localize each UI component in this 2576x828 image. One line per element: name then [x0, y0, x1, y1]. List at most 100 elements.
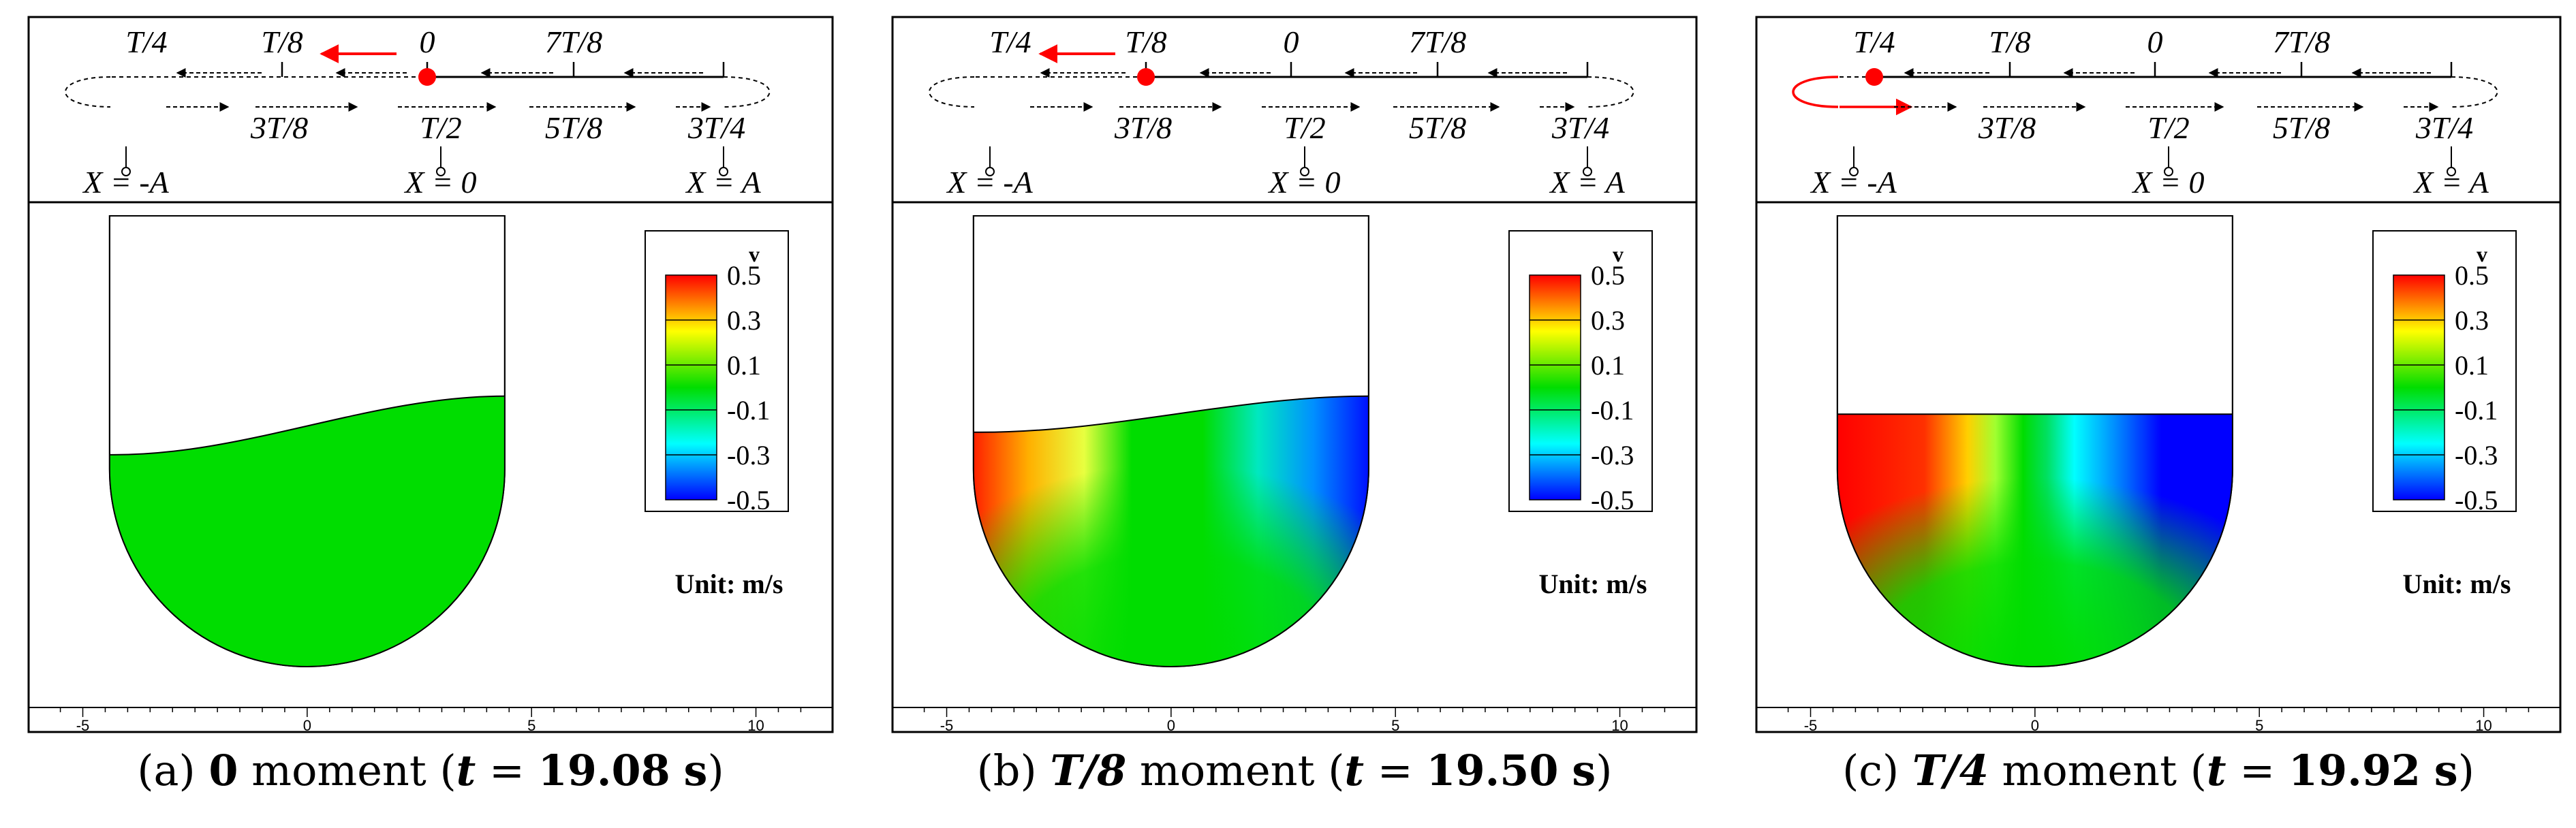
- caption-word: moment: [251, 746, 426, 795]
- time-label-bottom: 3T/8: [1978, 110, 2036, 145]
- caption-word: moment: [2002, 746, 2177, 795]
- panel-a: T/4 T/8 0 7T/8 3T/8 T/2 5T/8 3T/4 X = -A X = 0 X =…: [27, 16, 834, 734]
- time-label-top: T/8: [1125, 25, 1166, 59]
- position-label: X = -A: [1810, 165, 1897, 200]
- legend-level-label: -0.1: [1591, 395, 1634, 426]
- time-label-top: T/8: [1989, 25, 2030, 59]
- legend-title: v: [2477, 242, 2487, 266]
- caption-unit: s: [683, 746, 708, 795]
- time-label-top: T/8: [261, 25, 302, 59]
- x-axis-tick-label: 5: [527, 717, 536, 734]
- caption-open: (: [2177, 746, 2207, 795]
- time-label-top: T/4: [125, 25, 167, 59]
- unit-label: Unit: m/s: [1539, 569, 1647, 599]
- position-pin: [121, 167, 131, 176]
- motion-schematic: T/4 T/8 0 7T/8 3T/8 T/2 5T/8 3T/4 X = -A X = 0 X =…: [1755, 16, 2562, 204]
- position-label: X = A: [685, 165, 761, 200]
- motion-schematic: T/4 T/8 0 7T/8 3T/8 T/2 5T/8 3T/4 X = -A X = 0 X =…: [27, 16, 834, 204]
- time-label-bottom: 5T/8: [2273, 110, 2330, 145]
- time-label-bottom: 3T/4: [687, 110, 745, 145]
- x-axis-tick-label: 5: [2255, 717, 2263, 734]
- legend-level-label: -0.1: [2455, 395, 2498, 426]
- caption-time: 19.92: [2288, 746, 2421, 795]
- caption-close: ): [707, 746, 724, 795]
- caption-moment: T/8: [1050, 746, 1127, 795]
- tank-outline-front: [108, 215, 506, 667]
- x-axis-tick-label: 0: [2031, 717, 2039, 734]
- time-label-bottom: 5T/8: [1409, 110, 1466, 145]
- time-label-bottom: T/2: [2147, 110, 2189, 145]
- contour-plot: -5 0 5 10 v0.5 0.3 0.1 -0.1 -0.3 -0.5 Unit: m/s: [1755, 201, 2562, 734]
- legend-level-label: -0.3: [2455, 440, 2498, 471]
- time-label-bottom: T/2: [1284, 110, 1325, 145]
- caption-open: (: [1314, 746, 1345, 795]
- liquid-bottom-blend: [109, 396, 505, 667]
- loop-right: [2451, 76, 2498, 108]
- caption-space: [670, 746, 684, 795]
- caption-eq: =: [476, 746, 538, 795]
- position-pin: [719, 167, 728, 176]
- caption-time: 19.08: [538, 746, 670, 795]
- liquid-bottom-blend: [1837, 414, 2233, 667]
- caption-t-symbol: t: [1344, 746, 1365, 795]
- legend-level-label: 0.3: [1591, 305, 1625, 336]
- caption-space: [1559, 746, 1572, 795]
- caption-time: 19.50: [1426, 746, 1559, 795]
- contour-plot: -5 0 5 10 v0.5 0.3 0.1 -0.1 -0.3 -0.5 Unit: m/s: [27, 201, 834, 734]
- position-pin: [2447, 167, 2456, 176]
- motion-schematic: T/4 T/8 0 7T/8 3T/8 T/2 5T/8 3T/4 X = -A X = 0 X =…: [891, 16, 1698, 204]
- free-surface: [109, 395, 505, 456]
- legend-title: v: [1613, 242, 1624, 266]
- legend-level-label: 0.5: [2455, 260, 2489, 291]
- caption-close: ): [1596, 746, 1613, 795]
- x-axis-tick-label: 10: [1611, 717, 1628, 734]
- x-axis-tick-label: 5: [1391, 717, 1399, 734]
- time-label-bottom: 5T/8: [545, 110, 602, 145]
- legend-title: v: [749, 242, 760, 266]
- caption-close: ): [2457, 746, 2474, 795]
- position-label: X = 0: [1267, 165, 1340, 200]
- caption-word: moment: [1140, 746, 1315, 795]
- time-label-top: 7T/8: [1409, 25, 1466, 59]
- position-pin: [2164, 167, 2173, 176]
- tank-outline-front: [1836, 215, 2233, 667]
- position-pin: [1583, 167, 1592, 176]
- caption-label: (c): [1842, 746, 1899, 795]
- time-label-bottom: 3T/8: [250, 110, 308, 145]
- time-label-top: T/4: [1853, 25, 1895, 59]
- schematic-frame: [891, 16, 1698, 204]
- caption-moment: 0: [208, 746, 238, 795]
- legend-level-label: 0.5: [1591, 260, 1625, 291]
- legend-level-label: 0.1: [1591, 350, 1625, 381]
- position-pin: [436, 167, 446, 176]
- x-axis-tick-label: -5: [76, 717, 90, 734]
- position-label: X = -A: [82, 165, 169, 200]
- liquid-bottom-blend: [973, 396, 1369, 667]
- legend-level-label: 0.3: [2455, 305, 2489, 336]
- panel-b: T/4 T/8 0 7T/8 3T/8 T/2 5T/8 3T/4 X = -A X = 0 X =…: [891, 16, 1698, 734]
- x-axis-tick-label: 10: [2475, 717, 2492, 734]
- time-label-top: 0: [1284, 25, 1299, 59]
- position-label: X = 0: [2131, 165, 2204, 200]
- caption-open: (: [426, 746, 456, 795]
- caption-eq: =: [1364, 746, 1427, 795]
- position-label: X = A: [1549, 165, 1625, 200]
- x-axis-tick-label: 0: [303, 717, 311, 734]
- legend-colorbar: [2393, 274, 2445, 500]
- x-axis-tick-label: -5: [1804, 717, 1818, 734]
- free-surface: [973, 395, 1369, 433]
- loop-left: [1792, 76, 1839, 108]
- legend-level-label: -0.1: [727, 395, 770, 426]
- caption-t-symbol: t: [2206, 746, 2226, 795]
- position-pin: [985, 167, 995, 176]
- panel-caption: (a) 0 moment (t = 19.08 s): [29, 746, 833, 807]
- time-label-bottom: T/2: [420, 110, 461, 145]
- x-axis-tick-label: 0: [1167, 717, 1175, 734]
- time-label-bottom: 3T/4: [1551, 110, 1609, 145]
- caption-unit: s: [1572, 746, 1596, 795]
- unit-label: Unit: m/s: [675, 569, 783, 599]
- legend-level-label: 0.5: [727, 260, 761, 291]
- time-label-top: 0: [2147, 25, 2163, 59]
